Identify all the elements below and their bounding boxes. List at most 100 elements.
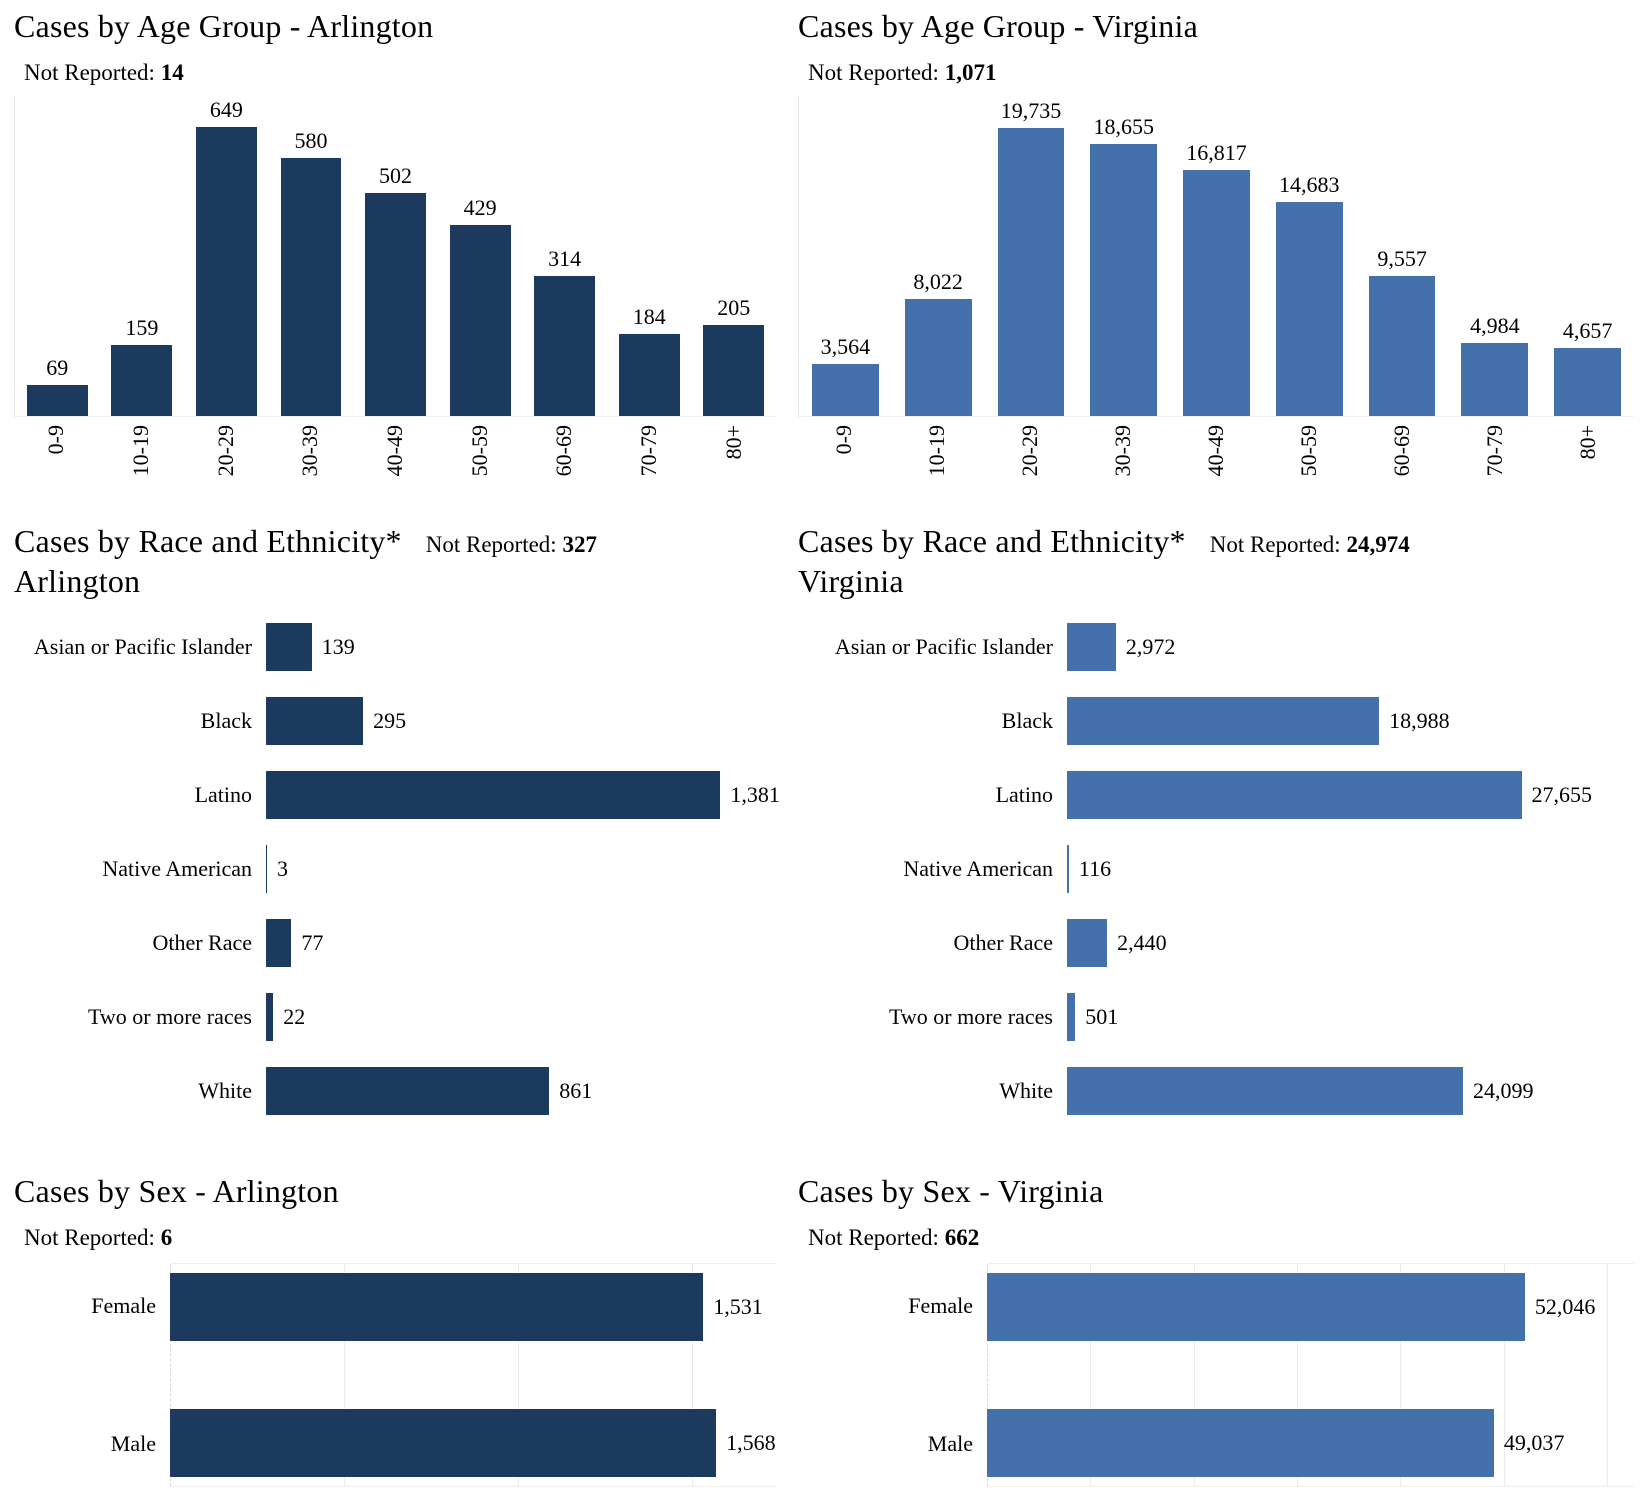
value-label: 3,564: [820, 333, 871, 359]
category-label-two-or-more-races: Two or more races: [888, 1003, 1053, 1029]
column-40-49: 502: [353, 96, 438, 416]
bar-male[interactable]: [987, 1408, 1494, 1477]
value-label: 14,683: [1279, 171, 1340, 197]
category-label-black: Black: [1001, 707, 1053, 733]
not-reported-label: Not Reported:: [1209, 532, 1341, 557]
column-20-29: 649: [184, 96, 269, 416]
value-label: 9,557: [1377, 246, 1427, 272]
sex-chart-virginia-section: Cases by Sex - Virginia Not Reported: 66…: [790, 1165, 1644, 1498]
not-reported-label: Not Reported:: [24, 1224, 155, 1250]
category-label-other-race: Other Race: [152, 929, 252, 955]
chart-title: Cases by Sex - Arlington: [14, 1173, 339, 1209]
gridline: [1297, 1263, 1299, 1486]
bar-other-race[interactable]: [1067, 918, 1108, 967]
not-reported-label: Not Reported:: [808, 59, 939, 85]
bar-row-black: 295: [266, 696, 776, 745]
value-label: 18,988: [1389, 707, 1450, 733]
bar-male[interactable]: [170, 1408, 717, 1477]
value-label: 24,099: [1473, 1077, 1534, 1103]
axis-tick-label: 20-29: [212, 424, 238, 477]
category-label-white: White: [999, 1077, 1053, 1103]
bar-10-19[interactable]: [904, 298, 972, 416]
axis-tick: 80+: [1541, 417, 1634, 501]
value-label: 429: [463, 195, 497, 221]
bar-female[interactable]: [987, 1272, 1525, 1341]
bar-other-race[interactable]: [266, 918, 292, 967]
sex-arlington-plot: Female Male 1,531 1,568: [14, 1262, 776, 1487]
value-label: 861: [559, 1077, 593, 1103]
not-reported-value: 1,071: [944, 59, 997, 85]
category-label-latino: Latino: [995, 781, 1053, 807]
bar-latino[interactable]: [1067, 770, 1522, 819]
bar-track: 139 295 1,381 3 77 22 861: [266, 622, 780, 1115]
bar-50-59[interactable]: [449, 225, 511, 416]
value-label: 649: [209, 97, 243, 123]
axis-tick-label: 60-69: [1388, 424, 1414, 477]
bar-20-29[interactable]: [997, 127, 1065, 416]
bar-0-9[interactable]: [26, 385, 88, 416]
axis-tick-label: 0-9: [43, 424, 69, 455]
bar-latino[interactable]: [266, 770, 721, 819]
plot-area: 69 159 649 580 502 429 314 184 205: [14, 95, 776, 417]
bar-native-american[interactable]: [1067, 844, 1069, 893]
bar-female[interactable]: [170, 1272, 704, 1341]
bar-two-or-more-races[interactable]: [266, 992, 274, 1041]
not-reported-label: Not Reported:: [808, 1224, 939, 1250]
axis-tick-label: 50-59: [466, 424, 492, 477]
bar-row-two-or-more-races: 22: [266, 992, 776, 1041]
bar-80[interactable]: [703, 324, 765, 416]
column-40-49: 16,817: [1170, 96, 1263, 416]
bar-black[interactable]: [266, 696, 364, 745]
bar-70-79[interactable]: [618, 333, 680, 416]
x-axis: 0-9 10-19 20-29 30-39 40-49 50-59 60-69 70-79 80…: [798, 417, 1634, 501]
bar-80[interactable]: [1554, 347, 1622, 416]
gridline: [987, 1263, 988, 1486]
bar-20-29[interactable]: [195, 127, 257, 416]
value-label: 159: [125, 315, 159, 341]
axis-tick-label: 70-79: [1481, 424, 1507, 477]
column-30-39: 580: [269, 96, 354, 416]
bar-asian-or-pacific-islander[interactable]: [266, 622, 312, 671]
gridline: [344, 1263, 346, 1486]
category-label-native-american: Native American: [102, 855, 252, 881]
x-axis: 0-9 10-19 20-29 30-39 40-49 50-59 60-69 70-79 80…: [14, 417, 776, 501]
not-reported-note: Not Reported: 14: [24, 60, 776, 86]
not-reported-value: 14: [160, 59, 184, 85]
bar-50-59[interactable]: [1275, 201, 1343, 416]
axis-tick: 20-29: [984, 417, 1077, 501]
category-label-other-race: Other Race: [953, 929, 1053, 955]
bar-10-19[interactable]: [111, 345, 173, 416]
bar-white[interactable]: [1067, 1066, 1464, 1115]
age-chart-virginia-section: Cases by Age Group - Virginia Not Report…: [790, 0, 1644, 515]
category-labels: Female Male: [14, 1263, 170, 1487]
bar-white[interactable]: [266, 1066, 550, 1115]
bar-native-american[interactable]: [266, 844, 267, 893]
bar-70-79[interactable]: [1461, 343, 1529, 416]
bar-60-69[interactable]: [1368, 276, 1436, 416]
value-label: 295: [373, 707, 407, 733]
category-label-male: Male: [110, 1430, 156, 1456]
bar-black[interactable]: [1067, 696, 1380, 745]
value-label: 19,735: [1000, 97, 1062, 123]
value-label: 501: [1085, 1003, 1119, 1029]
column-10-19: 8,022: [892, 96, 985, 416]
race-chart-virginia-section: Cases by Race and Ethnicity* Not Reporte…: [790, 515, 1644, 1165]
bar-row-two-or-more-races: 501: [1067, 992, 1634, 1041]
bar-40-49[interactable]: [1183, 170, 1250, 416]
bar-30-39[interactable]: [1090, 143, 1158, 416]
bar-0-9[interactable]: [811, 363, 879, 416]
bar-two-or-more-races[interactable]: [1067, 992, 1076, 1041]
bar-asian-or-pacific-islander[interactable]: [1067, 622, 1116, 671]
not-reported-note: Not Reported: 327: [426, 532, 597, 558]
bar-40-49[interactable]: [365, 192, 426, 416]
axis-tick: 60-69: [1355, 417, 1448, 501]
value-label: 77: [301, 929, 324, 955]
column-80: 4,657: [1541, 96, 1634, 416]
bar-60-69[interactable]: [534, 276, 596, 416]
gridline: [518, 1263, 520, 1486]
bar-row-latino: 27,655: [1067, 770, 1634, 819]
bar-30-39[interactable]: [280, 157, 342, 416]
bar-row-white: 861: [266, 1066, 776, 1115]
plot-area: Asian or Pacific Islander Black Latino Nati…: [14, 622, 780, 1115]
